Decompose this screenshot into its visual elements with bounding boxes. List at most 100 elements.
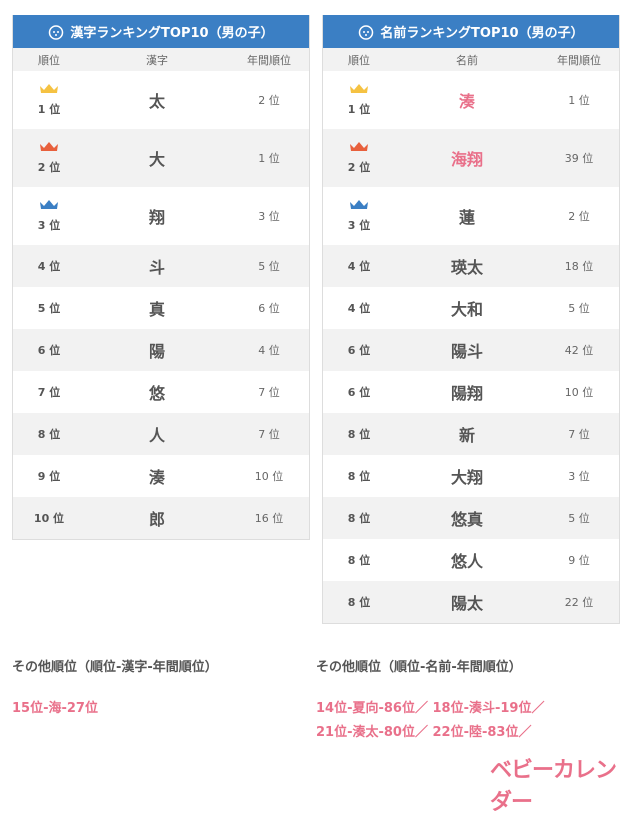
table-row: 2 位 大 1 位 xyxy=(13,129,309,187)
value-cell: 陽翔 xyxy=(450,384,483,403)
value-cell: 大翔 xyxy=(450,468,483,487)
crown-icon xyxy=(40,200,58,209)
rank-label: 2 位 xyxy=(37,161,61,174)
table-row: 8 位 新 7 位 xyxy=(323,413,619,455)
rank-cell: 4 位 xyxy=(323,300,395,316)
crown-icon xyxy=(350,142,368,151)
table-row: 8 位 悠人 9 位 xyxy=(323,539,619,581)
col-annual: 年間順位 xyxy=(557,53,601,67)
rank-cell: 3 位 xyxy=(13,199,85,233)
annual-rank-cell: 2 位 xyxy=(258,94,280,107)
rank-label: 7 位 xyxy=(37,386,61,399)
rank-cell: 8 位 xyxy=(13,426,85,442)
rank-label: 3 位 xyxy=(347,219,371,232)
rank-label: 8 位 xyxy=(347,596,371,609)
rank-cell: 2 位 xyxy=(323,141,395,175)
annual-rank-cell: 5 位 xyxy=(568,512,590,525)
value-cell: 悠真 xyxy=(450,510,483,529)
value-cell: 斗 xyxy=(148,258,165,277)
value-cell: 悠 xyxy=(148,384,165,403)
rank-label: 5 位 xyxy=(37,302,61,315)
table-row: 9 位 湊 10 位 xyxy=(13,455,309,497)
rank-cell: 1 位 xyxy=(323,83,395,117)
table-row: 4 位 瑛太 18 位 xyxy=(323,245,619,287)
rank-cell: 8 位 xyxy=(323,594,395,610)
table-row: 8 位 悠真 5 位 xyxy=(323,497,619,539)
value-cell: 湊 xyxy=(148,468,165,487)
col-name: 名前 xyxy=(456,53,478,67)
table-row: 4 位 斗 5 位 xyxy=(13,245,309,287)
rank-label: 8 位 xyxy=(37,428,61,441)
table-row: 2 位 海翔 39 位 xyxy=(323,129,619,187)
rank-cell: 4 位 xyxy=(13,258,85,274)
table-row: 6 位 陽斗 42 位 xyxy=(323,329,619,371)
annual-rank-cell: 5 位 xyxy=(258,260,280,273)
other-name-ranks: その他順位（順位-名前-年間順位） 14位-夏向-86位／ 18位-湊斗-19位… xyxy=(316,656,544,745)
rank-cell: 8 位 xyxy=(323,468,395,484)
table-row: 5 位 真 6 位 xyxy=(13,287,309,329)
value-cell: 新 xyxy=(458,426,475,445)
rank-cell: 5 位 xyxy=(13,300,85,316)
rank-label: 6 位 xyxy=(347,386,371,399)
rank-label: 4 位 xyxy=(347,302,371,315)
baby-face-icon xyxy=(49,24,64,40)
col-kanji: 漢字 xyxy=(146,53,168,67)
value-cell: 真 xyxy=(148,300,165,319)
annual-rank-cell: 9 位 xyxy=(568,554,590,567)
rank-label: 1 位 xyxy=(347,103,371,116)
table-title: 名前ランキングTOP10（男の子） xyxy=(380,26,584,41)
other-names-line: 21位-湊太-80位／ 22位-陸-83位／ xyxy=(316,725,532,740)
table-row: 10 位 郎 16 位 xyxy=(13,497,309,539)
crown-icon xyxy=(350,84,368,93)
value-cell: 人 xyxy=(148,426,165,445)
table-row: 8 位 陽太 22 位 xyxy=(323,581,619,623)
annual-rank-cell: 10 位 xyxy=(564,386,594,399)
table-row: 3 位 蓮 2 位 xyxy=(323,187,619,245)
other-kanji-title: その他順位（順位-漢字-年間順位） xyxy=(12,660,218,675)
other-names-line: 14位-夏向-86位／ 18位-湊斗-19位／ xyxy=(316,701,545,716)
rank-label: 3 位 xyxy=(37,219,61,232)
table-header: 名前ランキングTOP10（男の子） xyxy=(323,15,619,48)
rank-cell: 4 位 xyxy=(323,258,395,274)
rank-label: 6 位 xyxy=(37,344,61,357)
column-headers: 順位 漢字 年間順位 xyxy=(13,48,309,71)
rank-label: 6 位 xyxy=(347,344,371,357)
rank-cell: 7 位 xyxy=(13,384,85,400)
rank-label: 8 位 xyxy=(347,554,371,567)
table-row: 3 位 翔 3 位 xyxy=(13,187,309,245)
column-headers: 順位 名前 年間順位 xyxy=(323,48,619,71)
annual-rank-cell: 3 位 xyxy=(568,470,590,483)
value-cell: 陽 xyxy=(148,342,165,361)
table-row: 6 位 陽 4 位 xyxy=(13,329,309,371)
annual-rank-cell: 18 位 xyxy=(564,260,594,273)
table-row: 8 位 大翔 3 位 xyxy=(323,455,619,497)
rank-cell: 6 位 xyxy=(13,342,85,358)
baby-face-icon xyxy=(359,24,374,40)
value-cell: 陽太 xyxy=(450,594,483,613)
annual-rank-cell: 42 位 xyxy=(564,344,594,357)
col-rank: 順位 xyxy=(348,53,370,67)
value-cell: 蓮 xyxy=(458,208,475,227)
rank-label: 8 位 xyxy=(347,512,371,525)
rank-cell: 3 位 xyxy=(323,199,395,233)
annual-rank-cell: 4 位 xyxy=(258,344,280,357)
rank-label: 4 位 xyxy=(347,260,371,273)
table-row: 6 位 陽翔 10 位 xyxy=(323,371,619,413)
name-ranking-table: 名前ランキングTOP10（男の子） 順位 名前 年間順位 1 位 湊 1 位 2 位 海… xyxy=(322,15,620,624)
rank-cell: 8 位 xyxy=(323,552,395,568)
annual-rank-cell: 7 位 xyxy=(568,428,590,441)
baby-calendar-logo[interactable]: ベビーカレンダー xyxy=(490,758,617,815)
rank-label: 1 位 xyxy=(37,103,61,116)
other-kanji-ranks: その他順位（順位-漢字-年間順位） 15位-海-27位 xyxy=(12,656,218,721)
value-cell: 湊 xyxy=(458,92,475,111)
value-cell: 陽斗 xyxy=(450,342,483,361)
rank-label: 8 位 xyxy=(347,470,371,483)
value-cell: 大和 xyxy=(450,300,483,319)
rank-label: 9 位 xyxy=(37,470,61,483)
value-cell: 郎 xyxy=(148,510,165,529)
col-annual: 年間順位 xyxy=(247,53,291,67)
annual-rank-cell: 7 位 xyxy=(258,428,280,441)
value-cell: 海翔 xyxy=(450,150,483,169)
annual-rank-cell: 1 位 xyxy=(258,152,280,165)
